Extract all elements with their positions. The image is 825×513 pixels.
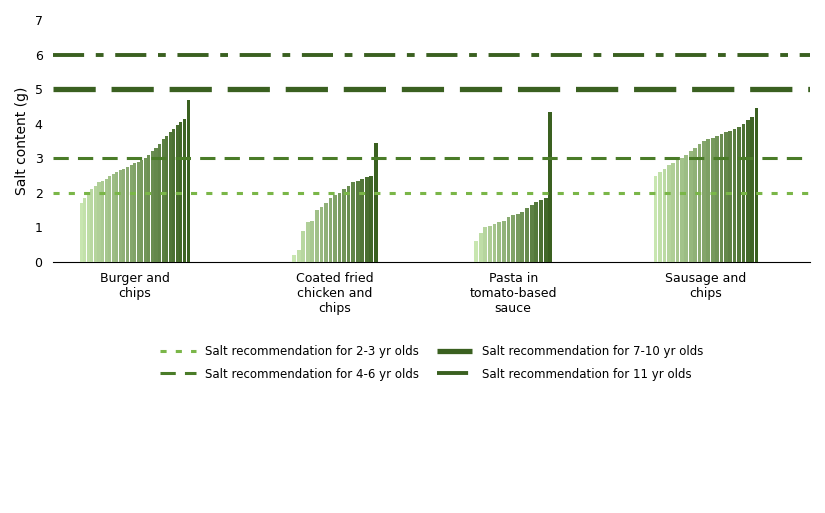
Bar: [502, 221, 506, 262]
Bar: [693, 148, 697, 262]
Bar: [83, 198, 87, 262]
Bar: [474, 241, 478, 262]
Bar: [337, 193, 342, 262]
Bar: [488, 226, 492, 262]
Bar: [140, 160, 144, 262]
Bar: [169, 132, 172, 262]
Bar: [535, 202, 538, 262]
Bar: [549, 112, 552, 262]
Bar: [176, 126, 179, 262]
Bar: [165, 136, 168, 262]
Bar: [315, 210, 318, 262]
Bar: [676, 160, 680, 262]
Bar: [301, 231, 305, 262]
Bar: [728, 131, 732, 262]
Bar: [724, 132, 728, 262]
Bar: [685, 155, 688, 262]
Bar: [738, 127, 741, 262]
Bar: [715, 136, 719, 262]
Bar: [151, 151, 154, 262]
Y-axis label: Salt content (g): Salt content (g): [15, 87, 29, 195]
Bar: [172, 129, 176, 262]
Bar: [516, 213, 520, 262]
Bar: [672, 164, 675, 262]
Bar: [137, 162, 139, 262]
Bar: [133, 164, 136, 262]
Bar: [544, 198, 548, 262]
Bar: [162, 139, 165, 262]
Bar: [702, 141, 705, 262]
Bar: [324, 203, 328, 262]
Bar: [755, 108, 758, 262]
Bar: [148, 155, 150, 262]
Bar: [297, 250, 300, 262]
Bar: [365, 177, 369, 262]
Bar: [507, 217, 511, 262]
Bar: [374, 143, 378, 262]
Bar: [310, 221, 314, 262]
Bar: [108, 175, 111, 262]
Bar: [750, 117, 754, 262]
Bar: [130, 165, 133, 262]
Bar: [87, 193, 90, 262]
Bar: [539, 200, 543, 262]
Bar: [80, 203, 83, 262]
Bar: [292, 255, 296, 262]
Bar: [667, 165, 671, 262]
Bar: [653, 175, 658, 262]
Bar: [706, 139, 710, 262]
Bar: [111, 174, 115, 262]
Bar: [91, 189, 93, 262]
Bar: [122, 169, 125, 262]
Bar: [346, 186, 351, 262]
Bar: [478, 232, 483, 262]
Bar: [183, 119, 186, 262]
Bar: [497, 222, 501, 262]
Bar: [733, 129, 737, 262]
Bar: [711, 137, 714, 262]
Bar: [116, 172, 118, 262]
Bar: [126, 167, 129, 262]
Bar: [483, 227, 488, 262]
Bar: [342, 189, 346, 262]
Bar: [521, 212, 525, 262]
Bar: [119, 170, 122, 262]
Bar: [105, 179, 107, 262]
Bar: [370, 175, 373, 262]
Bar: [101, 181, 104, 262]
Bar: [662, 169, 667, 262]
Bar: [144, 159, 147, 262]
Bar: [530, 205, 534, 262]
Bar: [512, 215, 515, 262]
Bar: [356, 181, 360, 262]
Bar: [319, 207, 323, 262]
Bar: [158, 145, 161, 262]
Bar: [680, 159, 684, 262]
Bar: [658, 172, 662, 262]
Bar: [328, 198, 332, 262]
Bar: [186, 100, 190, 262]
Bar: [746, 120, 750, 262]
Bar: [698, 145, 701, 262]
Bar: [97, 183, 101, 262]
Bar: [154, 148, 158, 262]
Bar: [306, 222, 309, 262]
Legend: Salt recommendation for 2-3 yr olds, Salt recommendation for 4-6 yr olds, Salt r: Salt recommendation for 2-3 yr olds, Sal…: [155, 341, 708, 385]
Bar: [179, 122, 182, 262]
Bar: [94, 186, 97, 262]
Bar: [719, 134, 724, 262]
Bar: [689, 151, 692, 262]
Bar: [351, 183, 355, 262]
Bar: [361, 179, 364, 262]
Bar: [333, 194, 337, 262]
Bar: [493, 224, 497, 262]
Bar: [742, 124, 745, 262]
Bar: [526, 208, 529, 262]
